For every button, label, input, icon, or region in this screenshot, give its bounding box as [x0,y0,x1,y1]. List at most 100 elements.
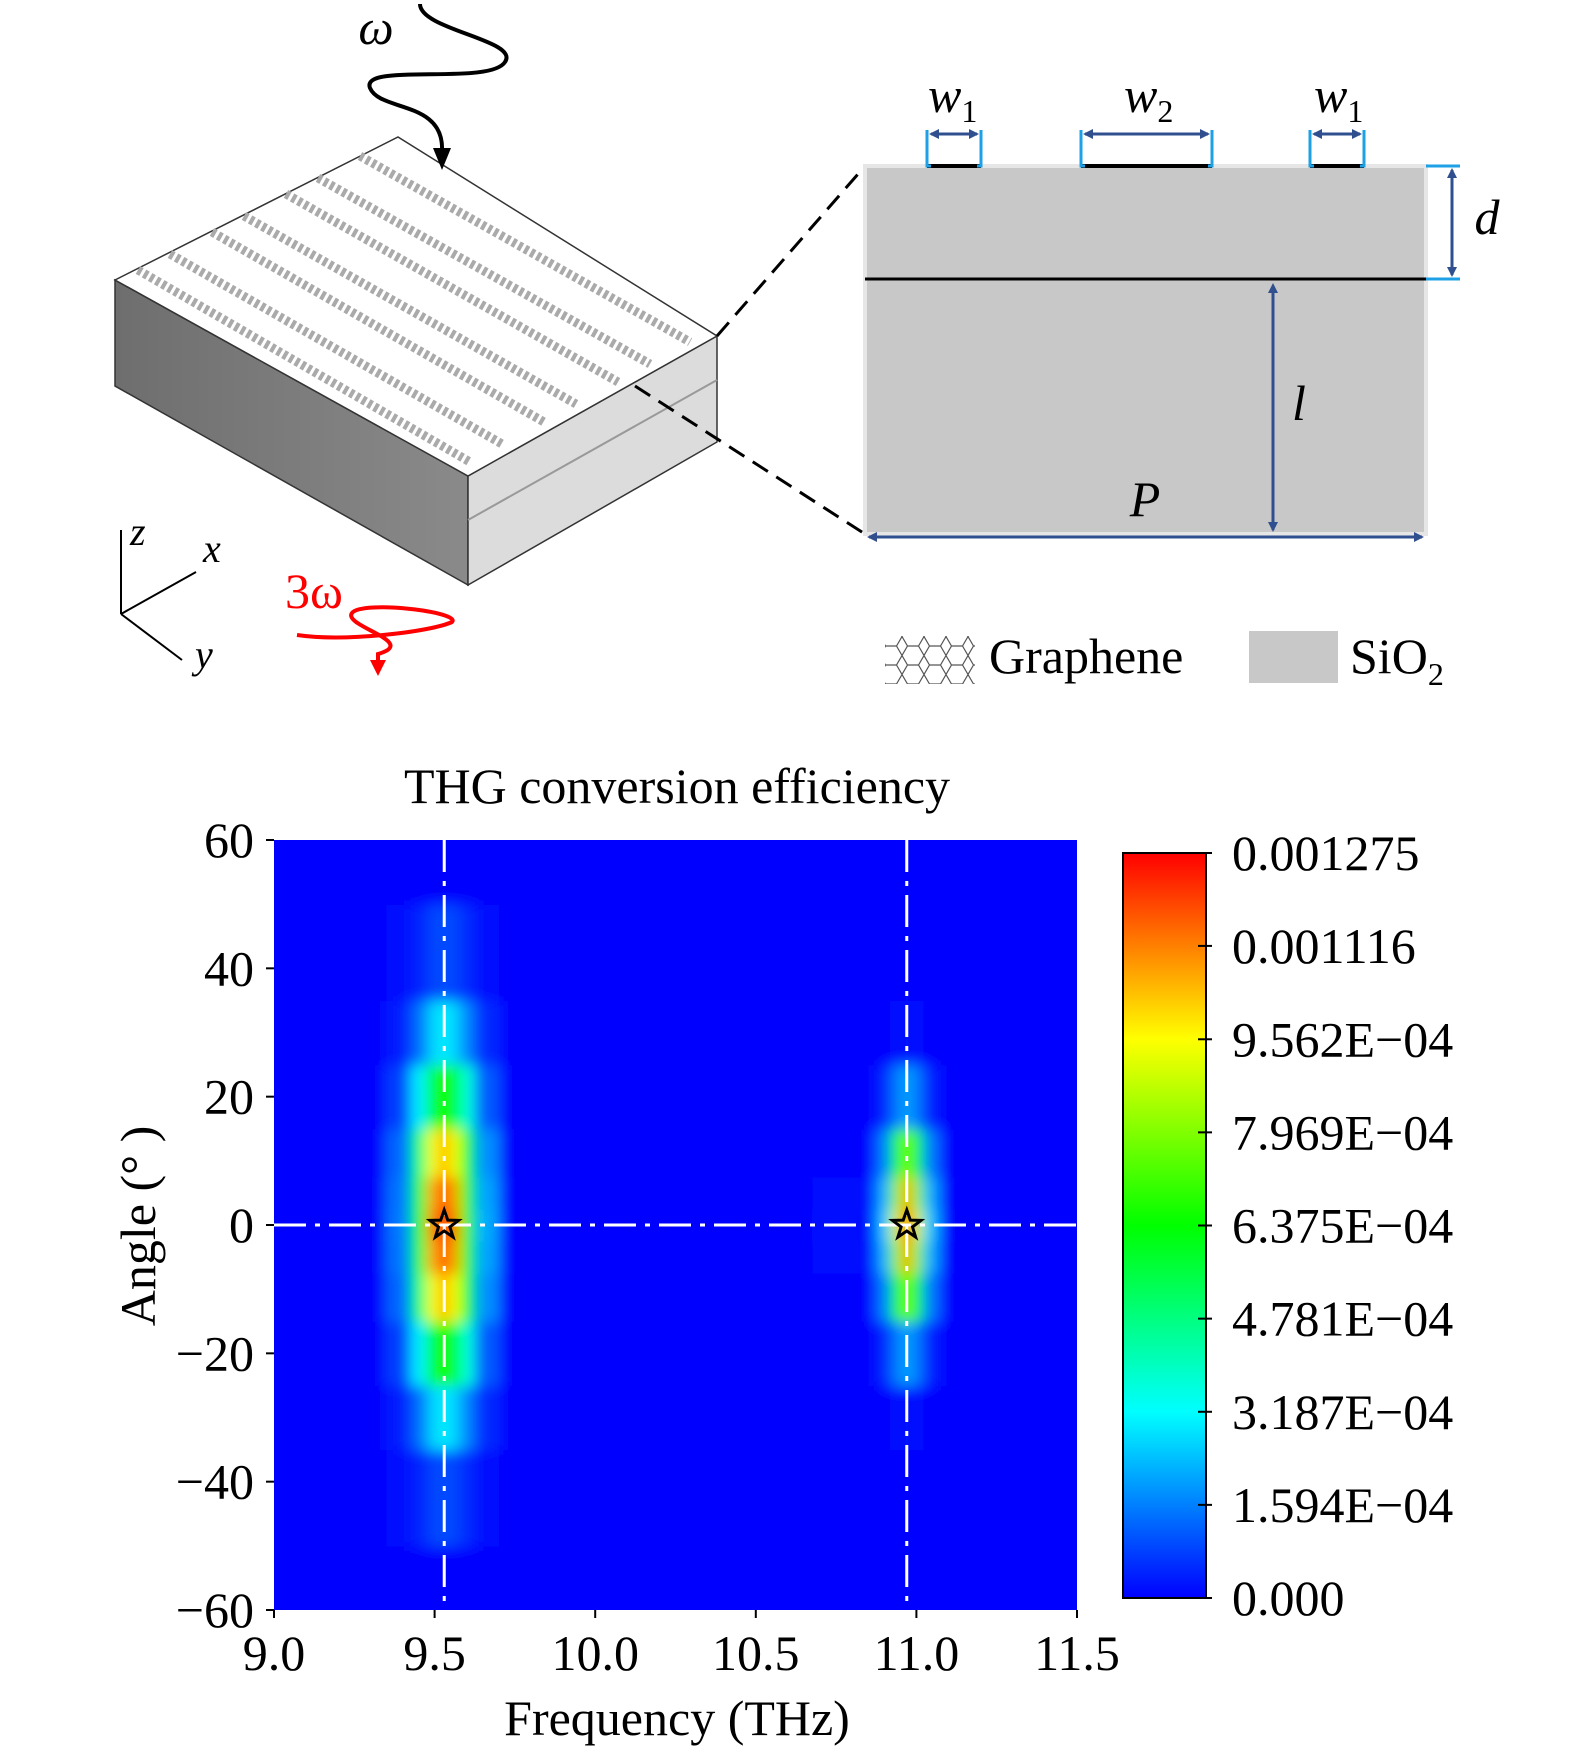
heatmap-cell [410,1064,428,1130]
heatmap-cell [890,1176,903,1210]
heatmap-cell [1012,1000,1077,1066]
heatmap-cell [922,840,940,905]
heatmap-cell [449,1128,461,1178]
heatmap-cell [922,1208,940,1242]
heatmap-cell [1012,1176,1077,1210]
heatmap-cell [876,1273,892,1322]
dimension-brackets [925,130,1460,281]
heatmap-cell [439,1064,450,1130]
heatmap-chart: THG conversion efficiency Frequency (THz… [110,758,1453,1746]
heatmap-cell [938,1064,1014,1130]
heatmap-cell [876,1176,892,1210]
heatmap-cell [474,1545,500,1610]
heatmap-cell [474,1176,500,1210]
heatmap-cell [922,1128,940,1178]
heatmap-cell [922,1241,940,1274]
heatmap-cell [890,1321,903,1387]
heatmap-cell [410,1128,428,1178]
heatmap-cell [449,1321,461,1387]
heatmap-cell [474,904,500,1002]
colorbar-tick-label: 1.594E−04 [1232,1477,1453,1533]
heatmap-cell [922,1545,940,1610]
heatmap-cell [922,1273,940,1322]
heatmap-cell [876,840,892,905]
heatmap-cell [876,1545,892,1610]
heatmap-cell [322,1176,388,1210]
heatmap-cell [876,1385,892,1451]
heatmap-cell [474,1273,500,1322]
axis-x-label: x [202,526,221,571]
colorbar-tick-label: 9.562E−04 [1232,1011,1453,1067]
x-tick-label: 10.5 [712,1625,800,1681]
heatmap-cell [498,904,556,1002]
heatmap-cell [675,1064,813,1130]
heatmap-cell [911,1208,924,1242]
heatmap-cell [274,1545,323,1610]
colorbar-tick-label: 0.001275 [1232,825,1420,881]
heatmap-cell [1012,1385,1077,1451]
graphene-swatch [885,636,975,684]
heatmap-cell [460,1176,476,1210]
heatmap-cell [911,1128,924,1178]
y-tick-label: −60 [176,1582,254,1638]
heatmap-cell [460,1321,476,1387]
heatmap-cell [449,904,461,1002]
heatmap-cell [675,904,813,1002]
heatmap-cell [386,1000,412,1066]
heatmap-cell [426,840,441,905]
heatmap-cell [386,1064,412,1130]
colorbar-tick-label: 7.969E−04 [1232,1104,1453,1160]
heatmap-cell [449,1449,461,1547]
heatmap-cell [890,1241,903,1274]
heatmap-cell [322,1128,388,1178]
heatmap-cell [498,840,556,905]
heatmap-cell [555,1545,677,1610]
heatmap-cell [876,1000,892,1066]
heatmap-cell [911,1449,924,1547]
heatmap-cell [274,1449,323,1547]
heatmap-cell [322,1385,388,1451]
heatmap-cell [426,1241,441,1274]
heatmap-cell [555,1000,677,1066]
heatmap-cell [410,1385,428,1451]
heatmap-cell [1012,1545,1077,1610]
x-tick-label: 9.5 [403,1625,466,1681]
heatmap-cell [386,1545,412,1610]
heatmap-cell [938,1128,1014,1178]
w1-text: w [928,67,961,123]
incident-wave [367,3,509,153]
w2-text: w [1124,67,1157,123]
heatmap-cell [1012,1064,1077,1130]
thg-wave [296,605,455,662]
heatmap-cell [474,1385,500,1451]
heatmap-cell [876,1449,892,1547]
heatmap-cell [274,1273,323,1322]
graphene-strips [135,152,693,466]
heatmap-cell [1012,1241,1077,1274]
heatmap-cell [439,840,450,905]
colorbar-tick-label: 6.375E−04 [1232,1198,1453,1254]
omega-label: ω [358,0,393,55]
heatmap-cell [911,1176,924,1210]
heatmap-cell [675,1000,813,1066]
colorbar [1122,852,1207,1599]
heatmap-cell [460,840,476,905]
heatmap-cell [449,1545,461,1610]
heatmap-cell [890,1064,903,1130]
heatmap-cell [555,904,677,1002]
arrow-head [433,148,451,170]
heatmap-cell [426,1000,441,1066]
heatmap-cell [426,1321,441,1387]
w1-text: w [1314,67,1347,123]
heatmap-cell [322,1000,388,1066]
y-tick-label: 0 [229,1197,254,1253]
heatmap-cell [812,1273,877,1322]
heatmap-cell [426,1385,441,1451]
heatmap-cell [922,1321,940,1387]
heatmap-cell [498,1449,556,1547]
thg-label: 3ω [285,563,343,619]
heatmap-cell [911,1064,924,1130]
heatmap-cell [876,1241,892,1274]
heatmap-cell [675,1241,813,1274]
zoom-line [634,384,866,536]
